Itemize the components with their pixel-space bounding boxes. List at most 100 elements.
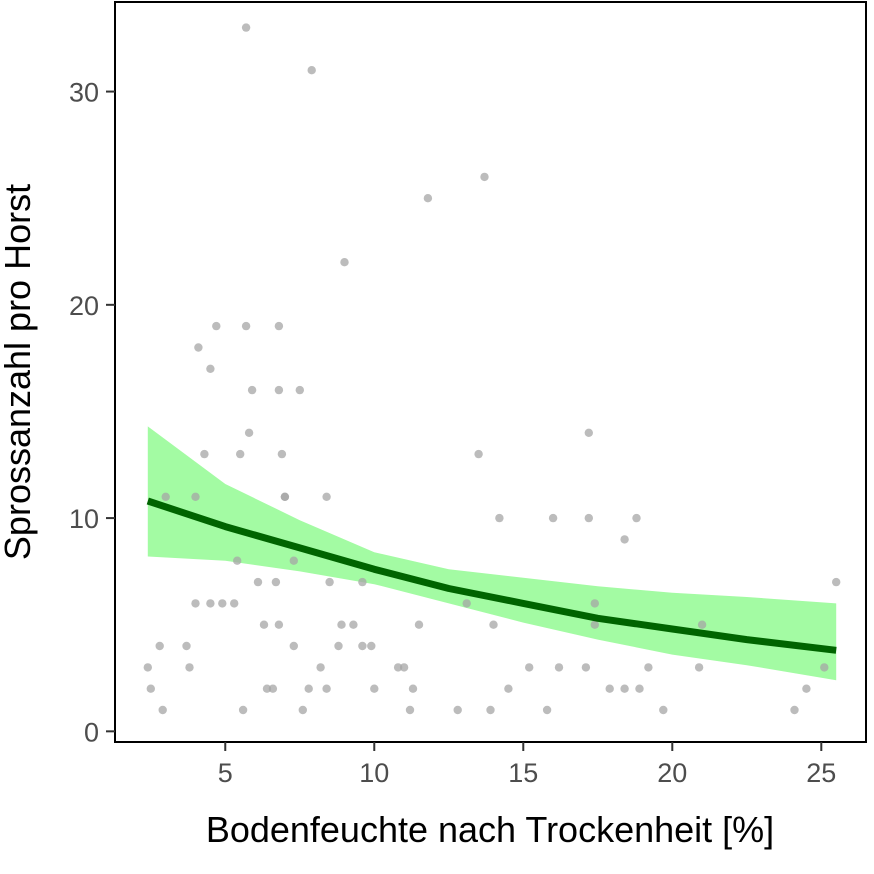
data-point xyxy=(453,705,462,715)
data-point xyxy=(393,663,403,672)
data-point xyxy=(212,321,221,331)
y-tick-label: 20 xyxy=(69,291,99,321)
data-point xyxy=(307,66,316,75)
data-point xyxy=(322,492,331,501)
data-point xyxy=(367,641,376,651)
data-point xyxy=(486,705,495,715)
data-point xyxy=(316,663,325,672)
data-point xyxy=(632,513,641,523)
data-point xyxy=(697,620,707,629)
data-point xyxy=(462,599,471,608)
data-point xyxy=(238,705,248,715)
x-tick-label: 10 xyxy=(359,758,389,788)
data-point xyxy=(644,663,653,672)
data-point xyxy=(182,641,191,651)
plot-panel-border xyxy=(114,1,867,743)
x-tick-label: 15 xyxy=(508,758,538,788)
data-point xyxy=(218,599,227,608)
data-point xyxy=(504,684,513,693)
x-axis-title: Bodenfeuchte nach Trockenheit [%] xyxy=(206,809,774,850)
x-tick-label: 20 xyxy=(657,758,687,788)
data-point xyxy=(143,663,152,672)
data-point xyxy=(414,620,424,629)
data-point xyxy=(161,492,170,501)
data-point xyxy=(262,684,272,693)
data-point xyxy=(405,705,415,715)
data-point xyxy=(322,684,331,693)
data-point xyxy=(155,641,164,651)
data-point xyxy=(635,684,644,693)
data-point xyxy=(480,172,489,182)
data-point xyxy=(659,705,668,715)
data-point xyxy=(590,620,599,629)
scatter-points-layer xyxy=(143,23,841,715)
data-point xyxy=(289,556,298,565)
data-point xyxy=(191,492,200,501)
data-point xyxy=(304,684,313,693)
data-point xyxy=(370,684,379,693)
data-point xyxy=(820,663,829,672)
data-point xyxy=(548,513,558,523)
data-point xyxy=(349,620,358,629)
y-tick-label: 30 xyxy=(69,78,99,108)
data-point xyxy=(340,258,349,267)
data-point xyxy=(233,556,242,565)
data-point xyxy=(295,385,304,395)
data-point xyxy=(274,321,284,331)
data-point xyxy=(191,599,200,608)
y-axis-title: Sprossanzahl pro Horst xyxy=(0,184,38,560)
axes-layer: 5 10 15 20 25 0 10 20 30 xyxy=(69,78,836,788)
confidence-band-layer xyxy=(147,426,837,681)
data-point xyxy=(495,513,504,523)
data-point xyxy=(584,428,593,437)
data-point xyxy=(194,343,203,352)
data-point xyxy=(230,599,239,608)
data-point xyxy=(590,599,599,608)
data-point xyxy=(244,428,254,437)
data-point xyxy=(158,705,167,715)
data-point xyxy=(408,684,418,693)
data-point xyxy=(268,684,278,693)
data-point xyxy=(277,449,287,459)
data-point xyxy=(489,620,498,629)
data-point xyxy=(241,23,251,32)
data-point xyxy=(200,449,209,459)
data-point xyxy=(146,684,155,693)
data-point xyxy=(274,385,284,395)
data-point xyxy=(399,663,409,672)
data-point xyxy=(241,321,251,331)
data-point xyxy=(325,577,334,587)
data-point xyxy=(289,641,298,651)
data-point xyxy=(584,513,593,523)
data-point xyxy=(525,663,534,672)
data-point xyxy=(581,663,591,672)
data-point xyxy=(802,684,811,693)
x-tick-label: 5 xyxy=(218,758,233,788)
data-point xyxy=(605,684,614,693)
data-point xyxy=(271,577,281,587)
data-point xyxy=(334,641,343,651)
data-point xyxy=(542,705,552,715)
data-point xyxy=(185,663,194,672)
data-point xyxy=(280,492,290,501)
data-point xyxy=(620,535,629,544)
data-point xyxy=(694,663,704,672)
data-point xyxy=(474,449,483,459)
data-point xyxy=(206,364,215,373)
data-point xyxy=(253,577,263,587)
x-tick-label: 25 xyxy=(806,758,836,788)
data-point xyxy=(554,663,564,672)
data-point xyxy=(790,705,799,715)
y-tick-label: 0 xyxy=(84,717,99,747)
y-tick-label: 10 xyxy=(69,504,99,534)
data-point xyxy=(337,620,346,629)
data-point xyxy=(832,577,841,587)
data-point xyxy=(259,620,269,629)
confidence-band xyxy=(147,426,837,681)
fit-line xyxy=(146,497,837,654)
data-point xyxy=(358,641,367,651)
data-point xyxy=(206,599,215,608)
fit-line-layer xyxy=(146,497,837,654)
data-point xyxy=(247,385,257,395)
